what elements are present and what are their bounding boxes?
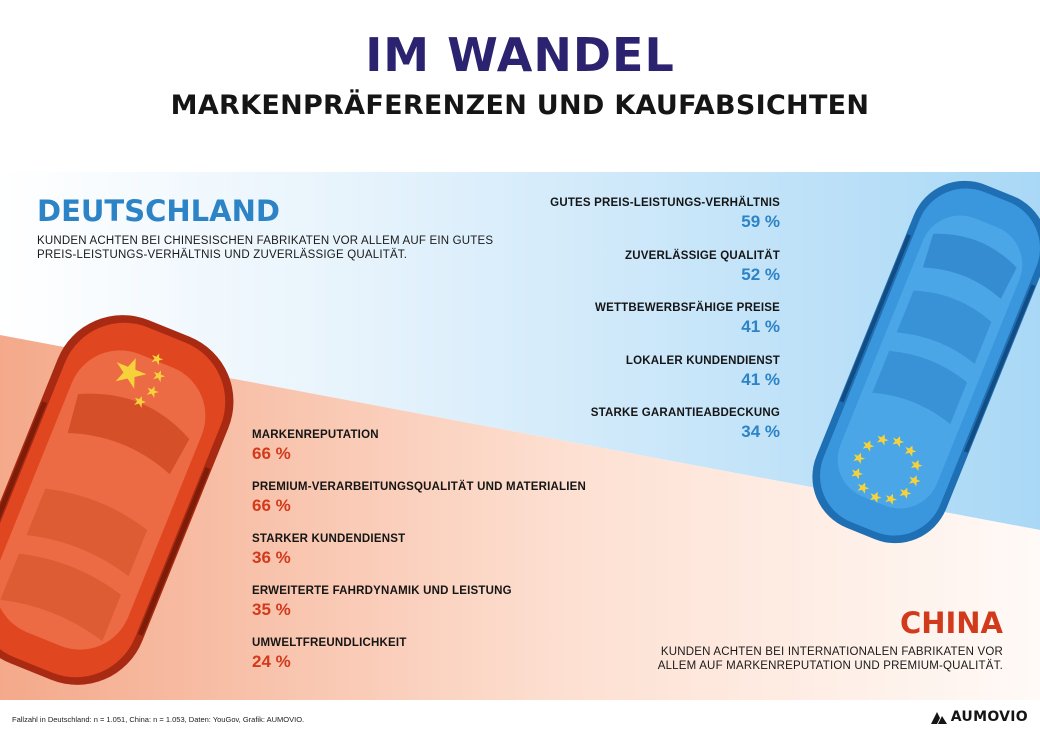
car-eu-flag-icon [812,180,1040,544]
germany-stat-label: LOKALER KUNDENDIENST [625,354,780,367]
page-subtitle: MARKENPRÄFERENZEN UND KAUFABSICHTEN [170,90,870,121]
germany-stat-value: 34 % [741,422,780,441]
china-heading: CHINA [899,606,1003,640]
germany-stat-label: WETTBEWERBSFÄHIGE PREISE [595,302,780,314]
china-stat-item: MARKENREPUTATION 66 % [252,428,586,480]
china-description: KUNDEN ACHTEN BEI INTERNATIONALEN FABRIK… [657,646,1003,672]
germany-stat-value: 52 % [741,264,780,284]
germany-band [0,172,1040,530]
china-stat-value: 66 % [252,496,291,515]
page-title: IM WANDEL [365,28,675,82]
aumovio-logo-icon [930,712,947,724]
china-stat-label: STARKER KUNDENDIENST [252,533,406,545]
china-stat-label: PREMIUM-VERARBEITUNGSQUALITÄT UND MATERI… [252,481,586,493]
china-stat-value: 66 % [252,444,291,463]
germany-stat-label: ZUVERLÄSSIGE QUALITÄT [625,249,780,262]
germany-stat-item: LOKALER KUNDENDIENST 41 % [550,354,780,407]
china-stat-label: ERWEITERTE FAHRDYNAMIK UND LEISTUNG [252,585,512,597]
germany-stat-item: GUTES PREIS-LEISTUNGS-VERHÄLTNIS 59 % [550,196,780,249]
brand-name: AUMOVIO [950,709,1028,725]
germany-heading: DEUTSCHLAND [37,194,280,228]
china-stat-item: PREMIUM-VERARBEITUNGSQUALITÄT UND MATERI… [252,480,586,532]
china-stat-item: STARKER KUNDENDIENST 36 % [252,532,586,584]
germany-stat-value: 41 % [741,317,780,336]
china-stat-label: UMWELTFREUNDLICHKEIT [252,637,407,649]
china-stats-list: MARKENREPUTATION 66 % PREMIUM-VERARBEITU… [252,428,586,688]
germany-stat-label: STARKE GARANTIEABDECKUNG [590,407,780,419]
germany-stat-value: 59 % [741,212,780,231]
germany-stat-item: WETTBEWERBSFÄHIGE PREISE 41 % [550,301,780,354]
china-stat-label: MARKENREPUTATION [252,429,379,441]
china-stat-item: ERWEITERTE FAHRDYNAMIK UND LEISTUNG 35 % [252,584,586,636]
source-note: Fallzahl in Deutschland: n = 1.051, Chin… [12,715,305,724]
germany-stat-item: STARKE GARANTIEABDECKUNG 34 % [550,406,780,459]
germany-stats-list: GUTES PREIS-LEISTUNGS-VERHÄLTNIS 59 % ZU… [550,196,780,459]
germany-description: KUNDEN ACHTEN BEI CHINESISCHEN FABRIKATE… [37,235,494,261]
china-stat-value: 24 % [252,652,291,671]
germany-stat-item: ZUVERLÄSSIGE QUALITÄT 52 % [550,249,780,302]
germany-stat-label: GUTES PREIS-LEISTUNGS-VERHÄLTNIS [550,197,780,209]
china-stat-value: 35 % [252,600,291,619]
china-stat-value: 36 % [252,548,291,567]
brand-logo: AUMOVIO [930,709,1028,725]
china-band [0,335,1040,700]
china-stat-item: UMWELTFREUNDLICHKEIT 24 % [252,636,586,688]
car-china-flag-icon [0,315,234,685]
germany-stat-value: 41 % [741,369,780,389]
